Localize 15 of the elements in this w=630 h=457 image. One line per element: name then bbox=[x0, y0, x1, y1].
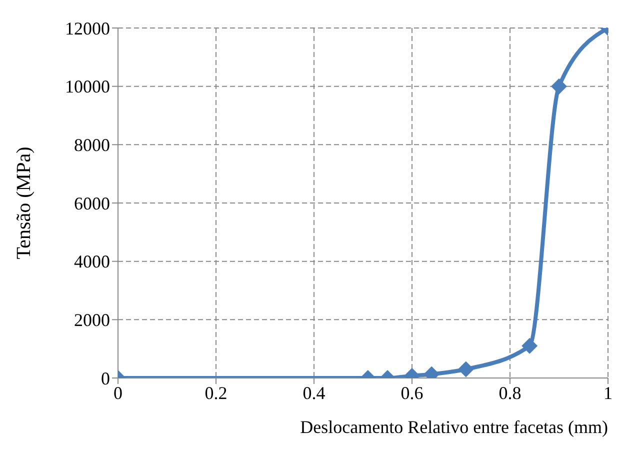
x-tick-label: 0.6 bbox=[400, 382, 424, 403]
x-axis-title: Deslocamento Relativo entre facetas (mm) bbox=[300, 417, 608, 437]
x-tick-label: 0.4 bbox=[302, 382, 326, 403]
x-tick-label: 1 bbox=[604, 382, 612, 403]
y-tick-label: 0 bbox=[101, 368, 110, 388]
y-tick-label: 4000 bbox=[74, 252, 110, 272]
y-tick-label: 8000 bbox=[74, 135, 110, 156]
x-tick-label: 0.8 bbox=[498, 382, 522, 403]
y-tick-label: 6000 bbox=[74, 193, 110, 214]
y-tick-label: 10000 bbox=[65, 76, 110, 97]
y-tick-label: 12000 bbox=[65, 18, 110, 38]
x-tick-label: 0.2 bbox=[204, 382, 228, 403]
y-axis-title: Tensão (MPa) bbox=[13, 146, 36, 260]
x-tick-label: 0 bbox=[114, 382, 122, 403]
y-tick-label: 2000 bbox=[74, 310, 110, 330]
